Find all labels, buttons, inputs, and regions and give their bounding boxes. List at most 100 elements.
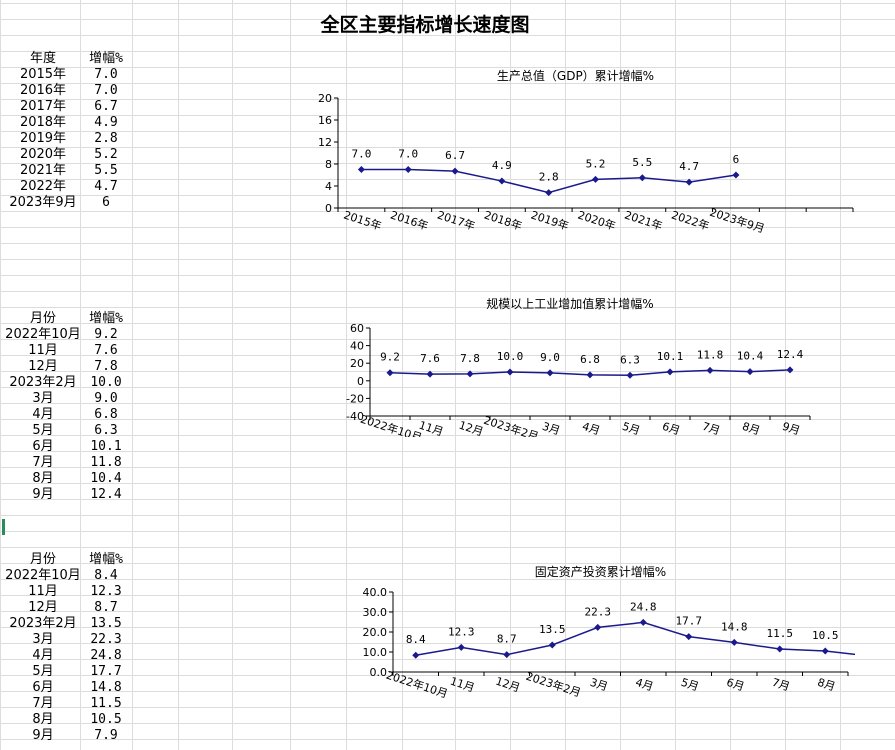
- value-cell[interactable]: 7.9: [94, 728, 118, 743]
- value-cell[interactable]: 24.8: [90, 648, 122, 663]
- period-cell[interactable]: 2022年10月: [5, 568, 81, 583]
- x-tick-label: 4月: [634, 676, 655, 694]
- period-cell[interactable]: 4月: [32, 648, 54, 663]
- value-cell[interactable]: 12.3: [90, 584, 122, 599]
- data-point: [592, 175, 599, 183]
- data-point: [404, 166, 412, 173]
- value-cell[interactable]: 10.1: [90, 439, 122, 454]
- value-cell[interactable]: 10.5: [90, 712, 122, 727]
- value-cell[interactable]: 6: [102, 195, 110, 210]
- value-cell[interactable]: 8.4: [94, 568, 118, 583]
- value-cell[interactable]: 2.8: [94, 131, 118, 146]
- period-cell[interactable]: 8月: [32, 471, 54, 486]
- table-row: 2023年2月 10.0: [0, 375, 132, 391]
- x-tick-label: 2018年: [482, 208, 523, 233]
- data-point: [685, 633, 693, 641]
- data-label: 8.7: [497, 633, 517, 646]
- period-cell[interactable]: 5月: [32, 423, 54, 438]
- value-cell[interactable]: 13.5: [90, 616, 122, 631]
- y-tick-label: 0: [325, 202, 332, 215]
- data-label: 6.7: [445, 149, 465, 162]
- value-cell[interactable]: 4.7: [94, 179, 118, 194]
- table-row: 5月 17.7: [0, 664, 132, 680]
- value-cell[interactable]: 11.5: [90, 696, 122, 711]
- data-point: [498, 177, 506, 185]
- x-tick-label: 2023年9月: [708, 205, 767, 236]
- value-cell[interactable]: 7.6: [94, 343, 118, 358]
- table-row: 2017年 6.7: [0, 99, 132, 115]
- table-row: 2019年 2.8: [0, 131, 132, 147]
- data-label: 4.7: [679, 160, 699, 173]
- period-cell[interactable]: 7月: [32, 696, 54, 711]
- data-point: [638, 174, 646, 182]
- table-header-cell: 增幅%: [89, 311, 123, 326]
- data-point: [386, 369, 394, 377]
- value-cell[interactable]: 8.7: [94, 600, 118, 615]
- period-cell[interactable]: 3月: [32, 391, 54, 406]
- data-label: 11.8: [697, 348, 724, 361]
- value-cell[interactable]: 9.2: [94, 327, 118, 342]
- period-cell[interactable]: 6月: [32, 439, 54, 454]
- value-cell[interactable]: 17.7: [90, 664, 122, 679]
- table-row: 12月 8.7: [0, 600, 132, 616]
- data-point: [746, 368, 754, 376]
- period-cell[interactable]: 5月: [32, 664, 54, 679]
- period-cell[interactable]: 2022年10月: [5, 327, 81, 342]
- value-cell[interactable]: 11.8: [90, 455, 122, 470]
- period-cell[interactable]: 7月: [32, 455, 54, 470]
- value-cell[interactable]: 6.3: [94, 423, 118, 438]
- period-cell[interactable]: 9月: [32, 487, 54, 502]
- value-cell[interactable]: 6.8: [94, 407, 118, 422]
- value-cell[interactable]: 4.9: [94, 115, 118, 130]
- value-cell[interactable]: 10.4: [90, 471, 122, 486]
- period-cell[interactable]: 2023年2月: [9, 616, 77, 631]
- period-cell[interactable]: 2017年: [19, 99, 67, 114]
- value-cell[interactable]: 7.0: [94, 67, 118, 82]
- table-row: 6月 14.8: [0, 680, 132, 696]
- period-cell[interactable]: 12月: [28, 359, 58, 374]
- period-cell[interactable]: 2015年: [19, 67, 67, 82]
- period-cell[interactable]: 11月: [28, 343, 58, 358]
- period-cell[interactable]: 2019年: [19, 131, 67, 146]
- value-cell[interactable]: 22.3: [90, 632, 122, 647]
- value-cell[interactable]: 12.4: [90, 487, 122, 502]
- data-label: 11.5: [767, 627, 794, 640]
- table-row: 6月 10.1: [0, 439, 132, 455]
- value-cell[interactable]: 5.2: [94, 147, 118, 162]
- period-cell[interactable]: 2020年: [19, 147, 67, 162]
- table-row: 8月 10.4: [0, 471, 132, 487]
- value-cell[interactable]: 7.0: [94, 83, 118, 98]
- x-tick-label: 4月: [581, 420, 602, 437]
- period-cell[interactable]: 2022年: [19, 179, 67, 194]
- table-header-cell: 增幅%: [89, 51, 123, 66]
- data-point: [586, 371, 594, 379]
- period-cell[interactable]: 6月: [32, 680, 54, 695]
- data-label: 8.4: [406, 633, 426, 646]
- table-row: 4月 6.8: [0, 407, 132, 423]
- value-cell[interactable]: 14.8: [90, 680, 122, 695]
- value-cell[interactable]: 9.0: [94, 391, 118, 406]
- data-label: 7.0: [398, 148, 418, 161]
- data-point: [451, 167, 459, 175]
- period-cell[interactable]: 2023年2月: [9, 375, 77, 390]
- period-cell[interactable]: 3月: [32, 632, 54, 647]
- x-tick-label: 9月: [781, 420, 802, 437]
- period-cell[interactable]: 11月: [28, 584, 58, 599]
- value-cell[interactable]: 5.5: [94, 163, 118, 178]
- period-cell[interactable]: 2023年9月: [9, 195, 77, 210]
- period-cell[interactable]: 2021年: [19, 163, 67, 178]
- data-label: 12.4: [777, 348, 804, 361]
- period-cell[interactable]: 8月: [32, 712, 54, 727]
- period-cell[interactable]: 12月: [28, 600, 58, 615]
- period-cell[interactable]: 2018年: [19, 115, 67, 130]
- y-tick-label: 12: [318, 136, 332, 149]
- y-tick-label: 20.0: [363, 626, 388, 639]
- y-tick-label: 0.0: [370, 666, 388, 679]
- period-cell[interactable]: 2016年: [19, 83, 67, 98]
- value-cell[interactable]: 10.0: [90, 375, 122, 390]
- period-cell[interactable]: 9月: [32, 728, 54, 743]
- value-cell[interactable]: 6.7: [94, 99, 118, 114]
- period-cell[interactable]: 4月: [32, 407, 54, 422]
- value-cell[interactable]: 7.8: [94, 359, 118, 374]
